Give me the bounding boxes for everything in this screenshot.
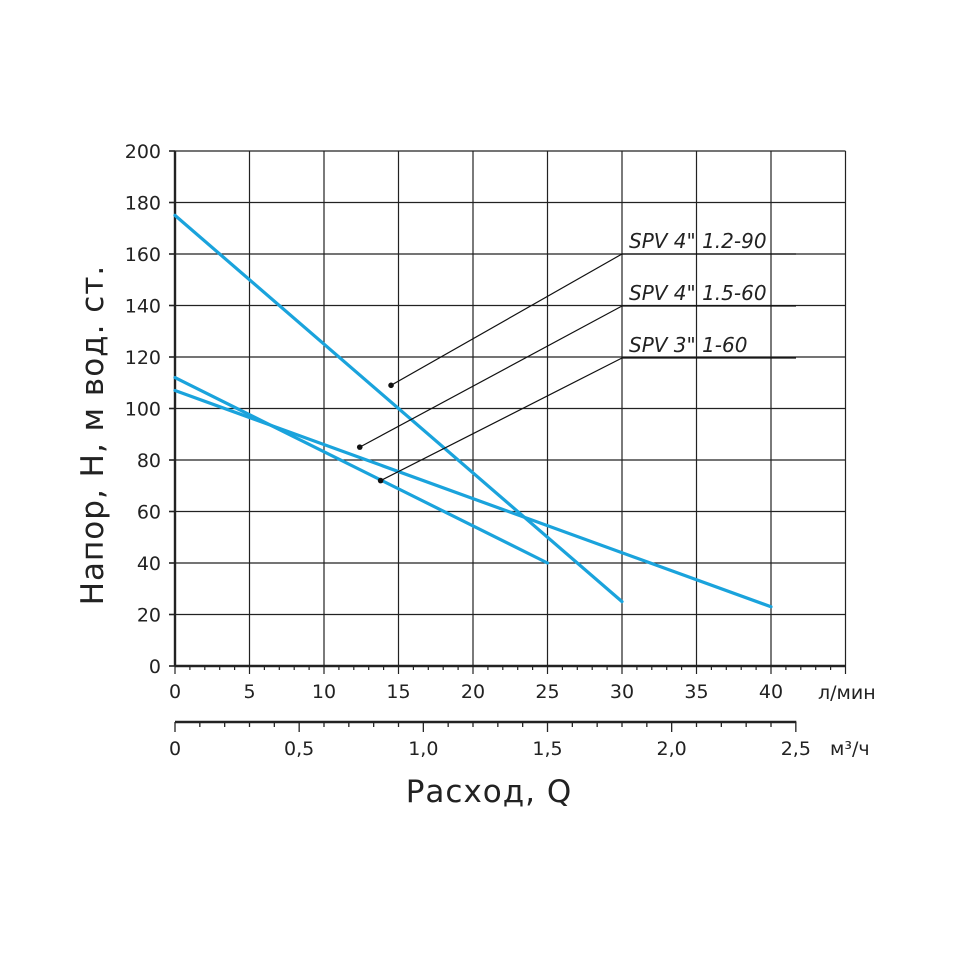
x-tick-label: 10 bbox=[312, 681, 336, 703]
series-label: SPV 4" 1.2-90 bbox=[629, 229, 767, 253]
x2-axis-unit: м³/ч bbox=[830, 738, 870, 760]
y-tick-label: 80 bbox=[137, 450, 161, 472]
x2-tick-label: 0 bbox=[169, 738, 181, 760]
x-tick-label: 20 bbox=[461, 681, 485, 703]
series-callouts: SPV 4" 1.2-90 SPV 4" 1.5-60 SPV 3" 1-60 bbox=[356, 229, 796, 484]
y-tick-label: 60 bbox=[137, 502, 161, 524]
y-axis-label: Напор, H, м вод. ст. bbox=[75, 265, 111, 606]
series-lines bbox=[173, 213, 773, 609]
series-label: SPV 4" 1.5-60 bbox=[629, 281, 767, 305]
x2-tick-label: 1,5 bbox=[532, 738, 562, 760]
x2-tick-label: 2,5 bbox=[781, 738, 811, 760]
x-tick-label: 0 bbox=[169, 681, 181, 703]
y-tick-label: 100 bbox=[125, 399, 161, 421]
x2-tick-label: 1,0 bbox=[408, 738, 438, 760]
series-line-2 bbox=[173, 376, 550, 565]
x2-tick-label: 0,5 bbox=[284, 738, 314, 760]
x-tick-label: 30 bbox=[610, 681, 634, 703]
y-tick-label: 0 bbox=[149, 656, 161, 678]
y-tick-label: 120 bbox=[125, 347, 161, 369]
callout-dot bbox=[377, 477, 384, 484]
y-tick-label: 180 bbox=[125, 193, 161, 215]
y-tick-label: 160 bbox=[125, 244, 161, 266]
y-tick-label: 20 bbox=[137, 605, 161, 627]
x-axis-label: Расход, Q bbox=[406, 774, 573, 810]
series-label: SPV 3" 1-60 bbox=[629, 333, 747, 357]
y-tick-label: 140 bbox=[125, 296, 161, 318]
x-tick-label: 40 bbox=[759, 681, 783, 703]
x-tick-label: 25 bbox=[535, 681, 559, 703]
y-tick-label: 40 bbox=[137, 553, 161, 575]
callout-leader bbox=[359, 305, 623, 448]
x-axis-unit: л/мин bbox=[818, 682, 876, 704]
x-tick-label: 5 bbox=[243, 681, 255, 703]
x-tick-label: 35 bbox=[684, 681, 708, 703]
x2-tick-label: 2,0 bbox=[657, 738, 687, 760]
callout-leader bbox=[390, 253, 623, 386]
tick-labels: 0 20 40 60 80 100 120 140 160 180 200 0 5 10 15 20 25 30 3… bbox=[125, 141, 811, 760]
x-tick-label: 15 bbox=[386, 681, 410, 703]
y-tick-label: 200 bbox=[125, 141, 161, 163]
callout-leader bbox=[380, 357, 623, 482]
series-line-0 bbox=[173, 213, 624, 604]
axes bbox=[169, 150, 847, 732]
